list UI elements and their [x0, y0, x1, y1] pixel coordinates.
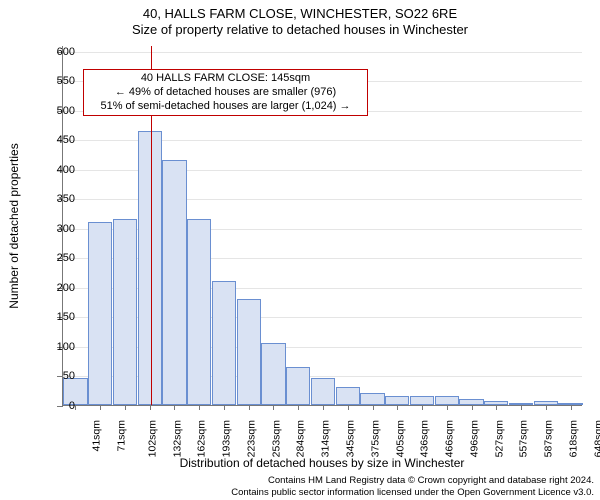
x-tick [100, 405, 101, 410]
histogram-bar [385, 396, 409, 405]
y-tick-label: 250 [45, 252, 75, 264]
x-tick [447, 405, 448, 410]
histogram-bar [261, 343, 285, 405]
x-tick-label: 223sqm [245, 420, 257, 457]
x-tick-label: 193sqm [221, 420, 233, 457]
footer-line-1: Contains HM Land Registry data © Crown c… [231, 475, 594, 486]
title-line-1: 40, HALLS FARM CLOSE, WINCHESTER, SO22 6… [0, 6, 600, 22]
x-tick [249, 405, 250, 410]
gridline [63, 52, 582, 53]
y-tick-label: 450 [45, 134, 75, 146]
y-tick-label: 300 [45, 223, 75, 235]
x-tick [496, 405, 497, 410]
y-tick-label: 50 [45, 370, 75, 382]
x-tick-label: 436sqm [419, 420, 431, 457]
x-tick [298, 405, 299, 410]
x-tick [422, 405, 423, 410]
x-tick-label: 648sqm [592, 420, 600, 457]
x-tick-label: 496sqm [468, 420, 480, 457]
histogram-bar [286, 367, 310, 405]
x-tick-label: 405sqm [394, 420, 406, 457]
x-tick [174, 405, 175, 410]
histogram-bar [113, 219, 137, 405]
y-tick-label: 500 [45, 105, 75, 117]
x-tick-label: 345sqm [344, 420, 356, 457]
x-tick [224, 405, 225, 410]
x-tick-label: 162sqm [196, 420, 208, 457]
x-tick [397, 405, 398, 410]
x-tick-label: 557sqm [518, 420, 530, 457]
histogram-bar [162, 160, 186, 405]
x-tick-label: 253sqm [270, 420, 282, 457]
histogram-bar [360, 393, 384, 405]
histogram-bar [187, 219, 211, 405]
y-tick-label: 600 [45, 46, 75, 58]
x-tick [348, 405, 349, 410]
x-tick-label: 71sqm [116, 420, 128, 452]
histogram-bar [237, 299, 261, 405]
x-tick-label: 375sqm [369, 420, 381, 457]
attribution-footer: Contains HM Land Registry data © Crown c… [231, 475, 594, 498]
x-tick [571, 405, 572, 410]
x-tick [472, 405, 473, 410]
x-tick-label: 284sqm [295, 420, 307, 457]
footer-line-2: Contains public sector information licen… [231, 487, 594, 498]
y-tick-label: 200 [45, 282, 75, 294]
y-tick-label: 400 [45, 164, 75, 176]
histogram-bar [311, 378, 335, 405]
x-tick [125, 405, 126, 410]
callout-line: 51% of semi-detached houses are larger (… [90, 100, 361, 114]
x-tick-label: 132sqm [171, 420, 183, 457]
histogram-bar [212, 281, 236, 405]
y-tick-label: 550 [45, 75, 75, 87]
x-tick-label: 587sqm [542, 420, 554, 457]
x-tick [546, 405, 547, 410]
y-axis-title: Number of detached properties [7, 143, 21, 308]
x-tick-label: 618sqm [567, 420, 579, 457]
x-tick-label: 41sqm [91, 420, 103, 452]
x-tick [199, 405, 200, 410]
x-tick [323, 405, 324, 410]
histogram-bar [138, 131, 162, 405]
x-tick-label: 527sqm [493, 420, 505, 457]
x-axis-title: Distribution of detached houses by size … [180, 456, 465, 470]
x-tick [150, 405, 151, 410]
histogram-bar [88, 222, 112, 405]
chart-title: 40, HALLS FARM CLOSE, WINCHESTER, SO22 6… [0, 0, 600, 39]
x-tick [521, 405, 522, 410]
x-tick [75, 405, 76, 410]
title-line-2: Size of property relative to detached ho… [0, 22, 600, 38]
x-tick-label: 102sqm [146, 420, 158, 457]
x-tick-label: 314sqm [320, 420, 332, 457]
y-tick-label: 0 [45, 400, 75, 412]
histogram-bar [410, 396, 434, 405]
histogram-chart: 40 HALLS FARM CLOSE: 145sqm← 49% of deta… [62, 46, 582, 406]
histogram-bar [336, 387, 360, 405]
callout-line: 40 HALLS FARM CLOSE: 145sqm [90, 72, 361, 86]
y-tick-label: 100 [45, 341, 75, 353]
y-tick-label: 150 [45, 311, 75, 323]
x-tick-label: 466sqm [443, 420, 455, 457]
callout-box: 40 HALLS FARM CLOSE: 145sqm← 49% of deta… [83, 69, 368, 116]
y-tick-label: 350 [45, 193, 75, 205]
x-tick [273, 405, 274, 410]
callout-line: ← 49% of detached houses are smaller (97… [90, 86, 361, 100]
x-tick [373, 405, 374, 410]
histogram-bar [435, 396, 459, 405]
